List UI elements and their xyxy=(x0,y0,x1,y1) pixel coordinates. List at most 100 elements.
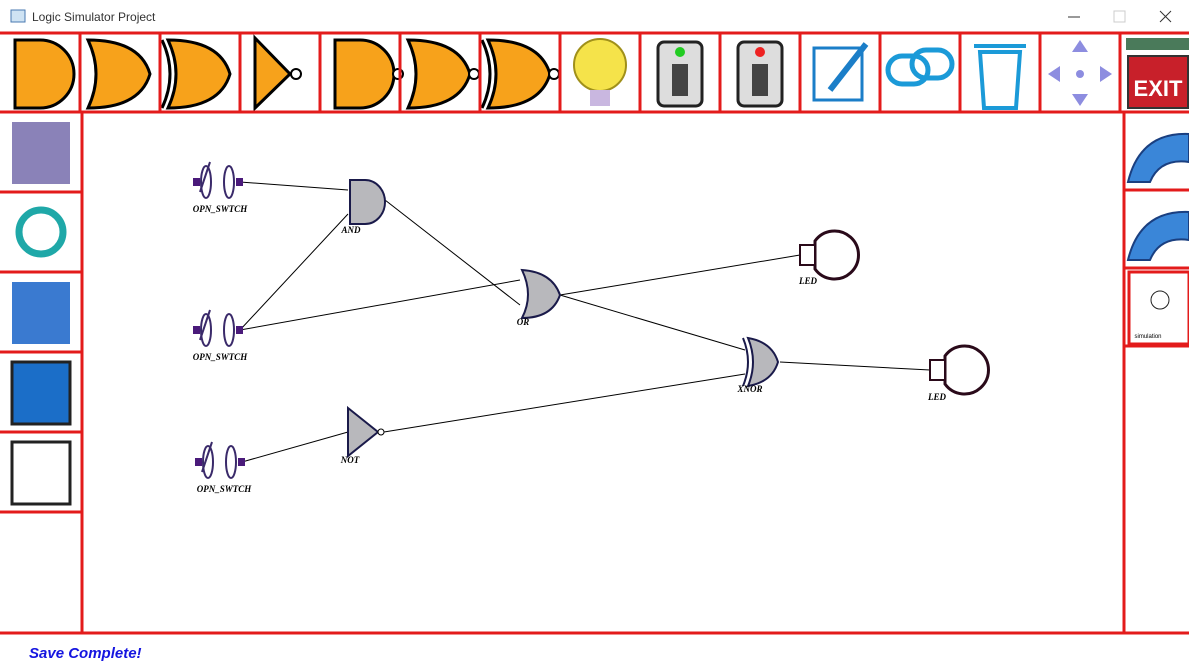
circuit-canvas: OPN_SWTCH OPN_SWTCH OPN_SWTCH AND OR NOT XNOR L… xyxy=(193,161,990,494)
switch-pin xyxy=(193,178,200,186)
bubble xyxy=(290,68,302,80)
or-button[interactable] xyxy=(85,38,152,110)
nor-button[interactable] xyxy=(405,38,480,110)
component-label: LED xyxy=(798,276,818,286)
bulb-icon xyxy=(573,38,627,92)
sw-off-button[interactable] xyxy=(736,40,784,108)
title-bar xyxy=(0,0,1189,33)
switch-led xyxy=(755,47,765,57)
trash-icon xyxy=(974,44,1026,110)
exit-button[interactable]: EXIT xyxy=(1126,38,1189,109)
trash-button[interactable] xyxy=(974,44,1026,110)
gate-icon xyxy=(333,38,396,110)
simulation-button[interactable] xyxy=(1127,270,1189,346)
not-gate xyxy=(347,405,380,459)
and-gate xyxy=(349,179,386,225)
or-gate xyxy=(520,268,562,320)
switch-lever xyxy=(672,64,688,96)
save-button[interactable] xyxy=(12,122,70,184)
xnor-gate xyxy=(746,336,780,388)
gate-icon xyxy=(85,38,152,110)
undo-icon xyxy=(1126,132,1189,183)
switch-pin xyxy=(193,326,200,334)
switch-contact xyxy=(202,445,214,479)
window-title: Logic Simulator Project xyxy=(32,10,156,24)
sw-on-button[interactable] xyxy=(656,40,704,108)
bulb-base xyxy=(590,90,610,106)
link-button[interactable] xyxy=(885,47,955,87)
component-label: OPN_SWTCH xyxy=(193,352,249,362)
led-bulb xyxy=(813,229,860,281)
simulation-label: simulation xyxy=(1134,334,1161,340)
component-label: OPN_SWTCH xyxy=(193,204,249,214)
right-sidebar xyxy=(1124,132,1189,348)
not-button[interactable] xyxy=(253,34,302,112)
xnor-arc xyxy=(742,337,749,387)
component-label: OR xyxy=(517,317,530,327)
component-label: NOT xyxy=(340,455,360,465)
switch-pin xyxy=(195,458,202,466)
xor-arc xyxy=(160,39,172,109)
bubble xyxy=(468,68,480,80)
left-sidebar xyxy=(0,122,82,514)
link-icon xyxy=(885,53,931,87)
gate-icon xyxy=(253,34,293,112)
xor-button[interactable] xyxy=(160,38,232,110)
move-center xyxy=(1076,70,1084,78)
bulb-button[interactable] xyxy=(573,38,627,106)
nand-button[interactable] xyxy=(333,38,404,110)
switch-contact xyxy=(225,445,237,479)
component-label: LED xyxy=(927,392,947,402)
switch-contact xyxy=(223,165,235,199)
not-bubble xyxy=(377,428,385,436)
gate-icon xyxy=(485,38,552,110)
exit-label: EXIT xyxy=(1134,76,1183,101)
copy-button[interactable] xyxy=(12,282,70,344)
led-base xyxy=(799,244,816,266)
pencil xyxy=(827,42,869,92)
refresh-icon xyxy=(15,206,67,258)
save-icon xyxy=(12,122,70,184)
simulation-frame xyxy=(1127,270,1189,346)
and-button[interactable] xyxy=(13,38,76,110)
exit-top xyxy=(1126,38,1189,50)
switch-pin xyxy=(236,178,243,186)
cut-icon xyxy=(10,360,72,426)
link-icon xyxy=(909,47,955,81)
switch-pin xyxy=(238,458,245,466)
wires xyxy=(239,181,931,463)
app-icon xyxy=(10,9,26,23)
exit-sign xyxy=(1127,55,1189,109)
switch-blade xyxy=(199,161,211,193)
copy-icon xyxy=(12,282,70,344)
status-message: Save Complete! xyxy=(29,645,142,662)
gate-icon xyxy=(405,38,472,110)
component-label: XNOR xyxy=(736,384,762,394)
switch-contact xyxy=(200,165,212,199)
simulation-icon xyxy=(1150,290,1170,310)
cut-button[interactable] xyxy=(10,360,72,426)
led-base xyxy=(929,359,946,381)
xor-arc xyxy=(480,39,492,109)
gate-icon xyxy=(165,38,232,110)
paste-button[interactable] xyxy=(10,440,72,506)
switch-blade xyxy=(201,441,213,473)
switch-lever xyxy=(752,64,768,96)
maximize-button[interactable] xyxy=(1113,10,1126,23)
close-button[interactable] xyxy=(1159,10,1172,23)
bubble xyxy=(548,68,560,80)
switch-led xyxy=(675,47,685,57)
redo-button[interactable] xyxy=(1126,210,1189,261)
edit-button[interactable] xyxy=(812,42,869,102)
component-label: OPN_SWTCH xyxy=(197,484,253,494)
switch-blade xyxy=(199,309,211,341)
switch-pin xyxy=(236,326,243,334)
move-button[interactable] xyxy=(1048,40,1112,106)
undo-button[interactable] xyxy=(1126,132,1189,183)
xnor-button[interactable] xyxy=(480,38,560,110)
paste-icon xyxy=(10,440,72,506)
refresh-button[interactable] xyxy=(15,206,67,258)
switch-contact xyxy=(223,313,235,347)
